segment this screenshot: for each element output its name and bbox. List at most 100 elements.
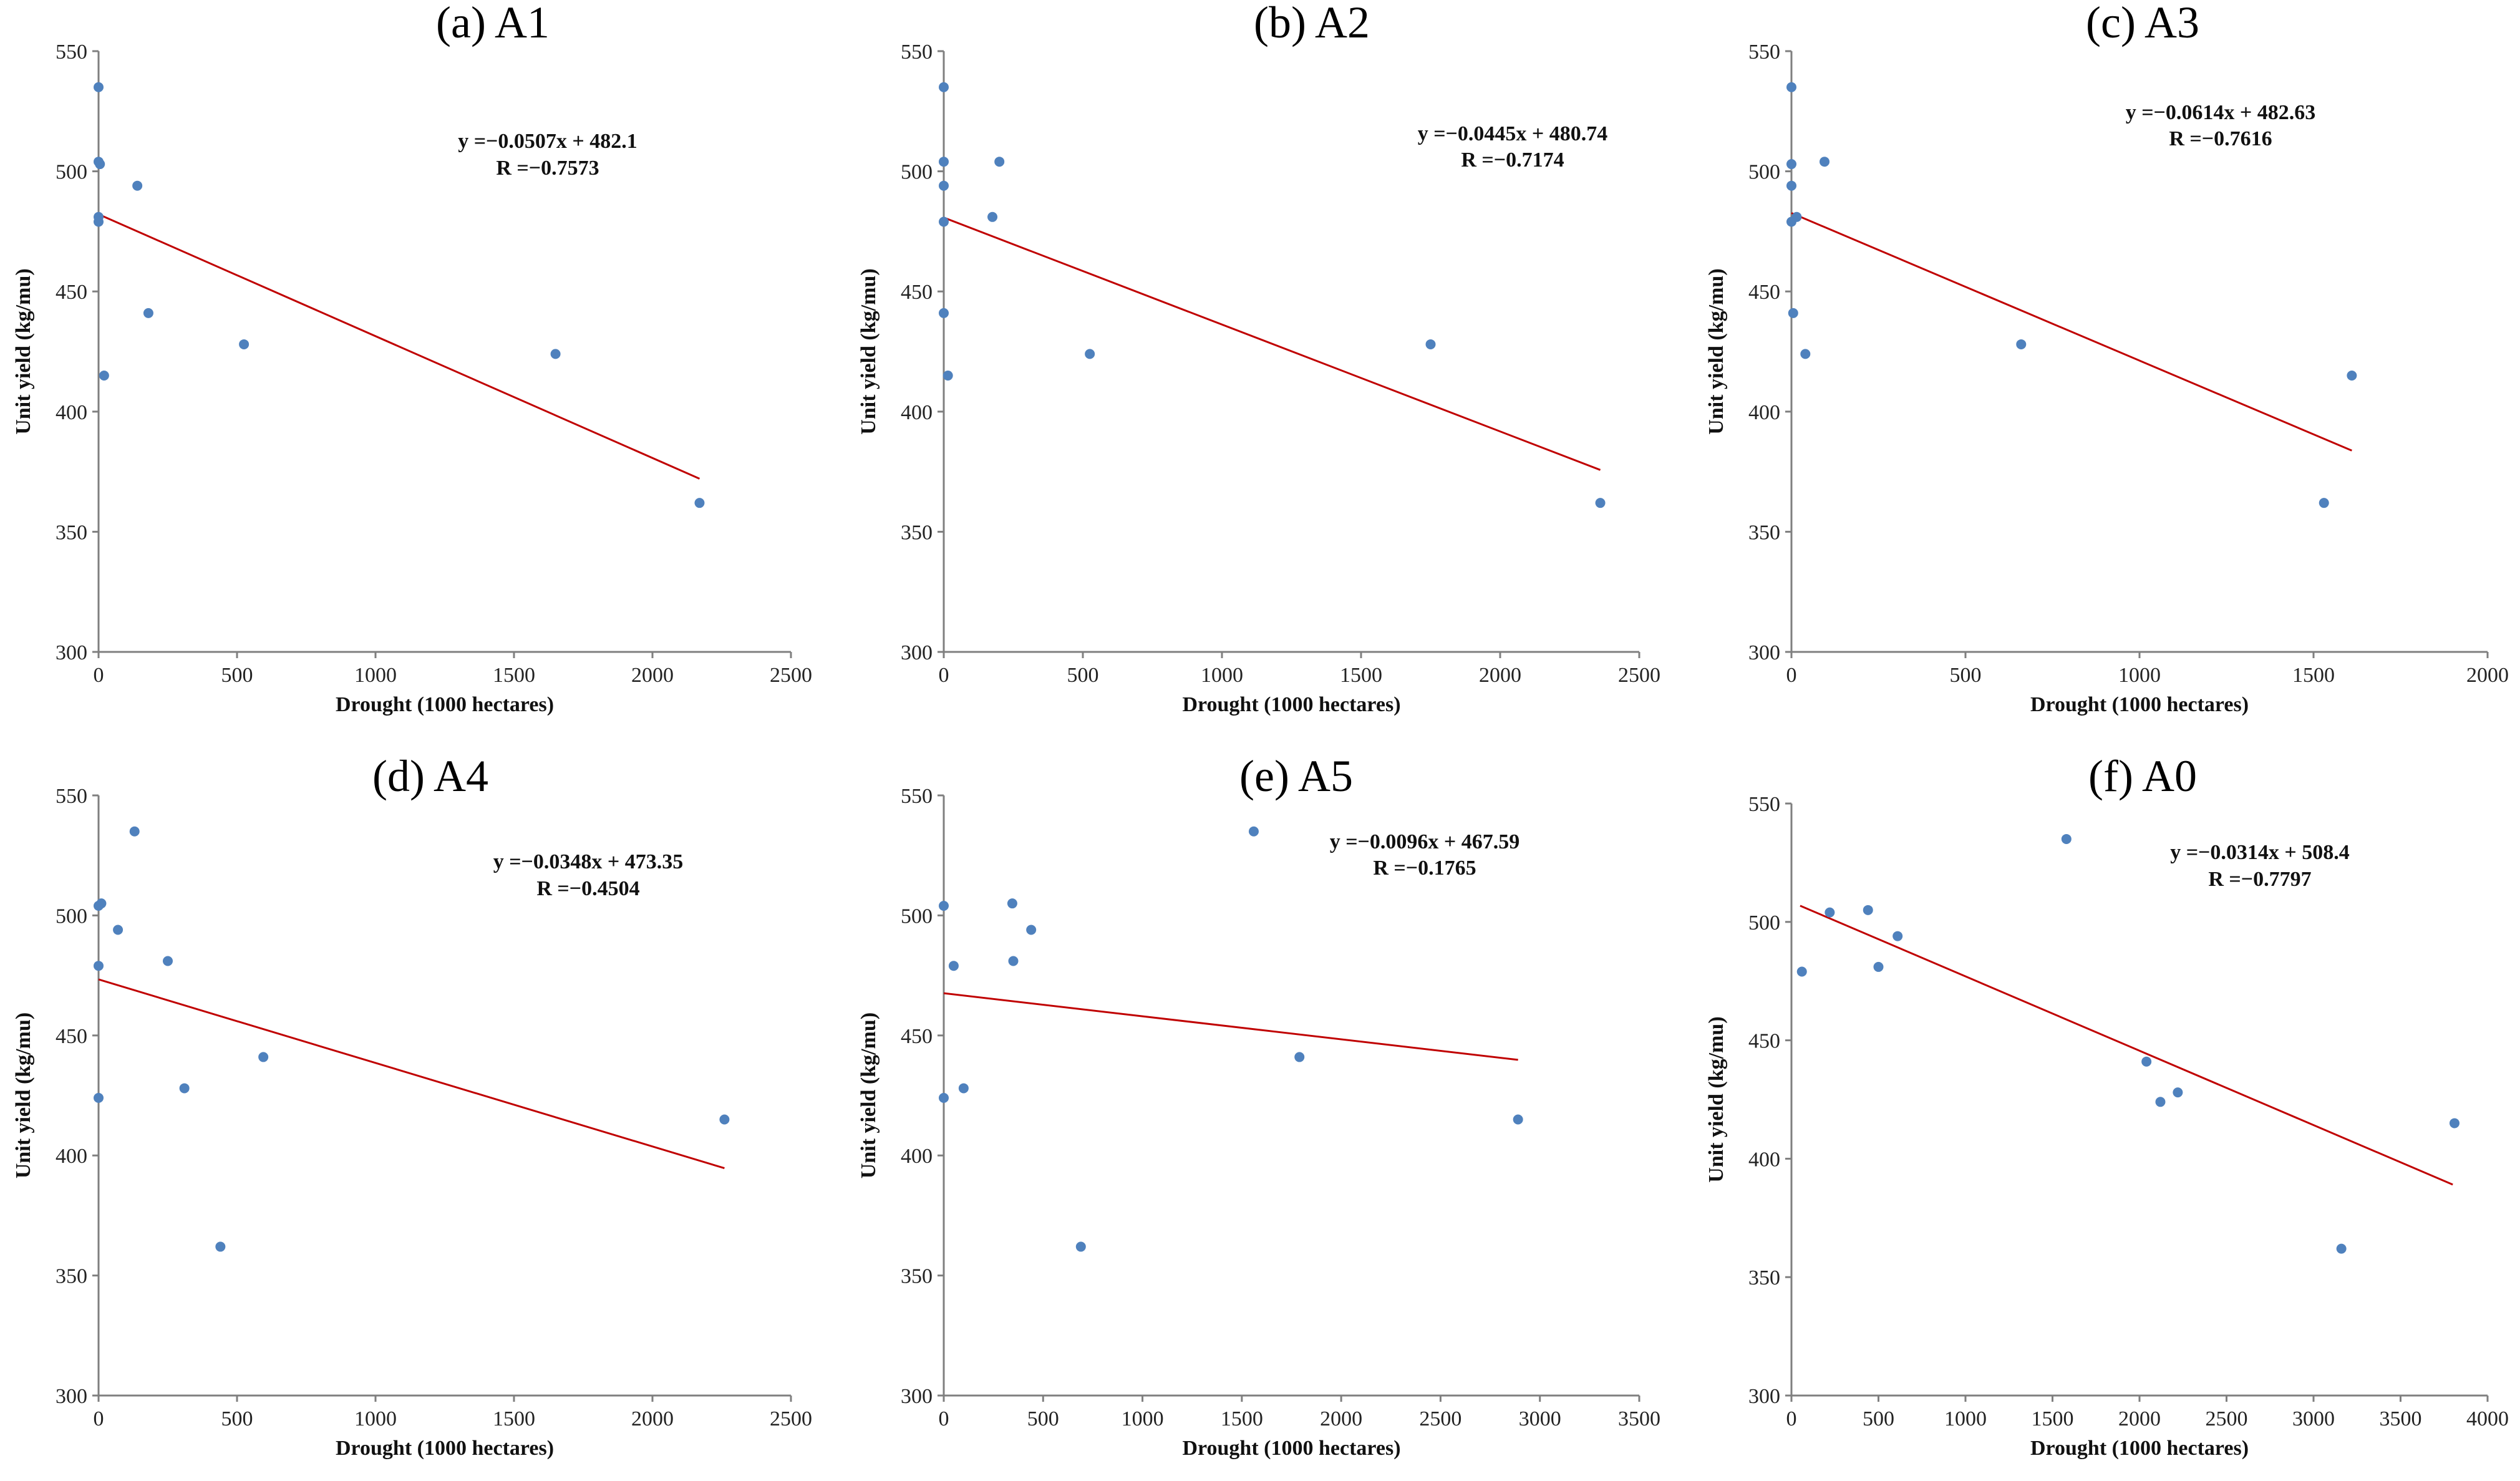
data-point bbox=[1595, 498, 1606, 508]
data-point bbox=[2173, 1087, 2183, 1098]
x-tick-label: 1000 bbox=[1201, 664, 1243, 687]
data-point bbox=[994, 157, 1005, 167]
data-point bbox=[939, 180, 949, 191]
data-point bbox=[258, 1052, 269, 1062]
data-point bbox=[94, 961, 104, 971]
data-point bbox=[1786, 159, 1796, 170]
y-tick-label: 500 bbox=[901, 905, 933, 928]
data-point bbox=[1788, 308, 1798, 318]
data-point bbox=[1248, 826, 1259, 837]
x-tick-label: 500 bbox=[1950, 664, 1982, 687]
y-tick-label: 350 bbox=[1748, 521, 1780, 544]
data-point bbox=[143, 308, 153, 318]
y-tick-label: 300 bbox=[901, 641, 933, 664]
y-tick-label: 500 bbox=[56, 161, 87, 184]
data-point bbox=[99, 371, 109, 381]
y-tick-label: 300 bbox=[56, 641, 87, 664]
correlation-label: R =−0.7797 bbox=[2208, 868, 2311, 891]
y-tick-label: 400 bbox=[901, 401, 933, 424]
x-tick-label: 0 bbox=[939, 664, 949, 687]
chart-panel-3: (c) A3 0 500 1000 1500 2000 300 350 400 450 500 550… bbox=[1705, 0, 2509, 716]
data-point bbox=[939, 82, 949, 92]
data-point bbox=[1425, 339, 1436, 349]
x-tick-label: 1500 bbox=[1340, 664, 1382, 687]
x-tick-label: 1500 bbox=[2292, 664, 2335, 687]
data-point bbox=[958, 1083, 969, 1094]
chart-panel-6: (f) A0 0 500 1000 1500 2000 2500 3000 3500 4000 30… bbox=[1705, 751, 2509, 1460]
x-tick-label: 3000 bbox=[2292, 1407, 2335, 1430]
y-axis-label: Unit yield (kg/mu) bbox=[12, 1012, 35, 1178]
regression-line bbox=[1791, 212, 2352, 452]
y-tick-label: 400 bbox=[56, 1145, 87, 1168]
data-point bbox=[719, 1114, 730, 1125]
data-point bbox=[943, 371, 953, 381]
y-tick-label: 350 bbox=[56, 1265, 87, 1288]
data-point bbox=[1820, 157, 1830, 167]
data-point bbox=[1294, 1052, 1305, 1062]
data-point bbox=[2449, 1118, 2459, 1129]
data-point bbox=[2061, 833, 2072, 844]
y-tick-label: 450 bbox=[1748, 1030, 1780, 1053]
chart-title: (f) A0 bbox=[2088, 751, 2197, 801]
data-point bbox=[939, 901, 949, 911]
y-tick-label: 500 bbox=[56, 905, 87, 928]
y-tick-label: 500 bbox=[1748, 911, 1780, 935]
x-tick-label: 2000 bbox=[1320, 1407, 1362, 1430]
data-point bbox=[550, 349, 561, 359]
x-tick-label: 0 bbox=[94, 664, 104, 687]
y-tick-label: 450 bbox=[56, 1025, 87, 1048]
x-tick-label: 3500 bbox=[1618, 1407, 1660, 1430]
x-axis-label: Drought (1000 hectares) bbox=[2030, 693, 2249, 716]
regression-equation: y =−0.0348x + 473.35 bbox=[493, 850, 684, 873]
y-tick-label: 550 bbox=[1748, 41, 1780, 64]
data-point bbox=[1873, 961, 1884, 972]
y-tick-label: 550 bbox=[901, 41, 933, 64]
data-point bbox=[2016, 339, 2027, 349]
data-point bbox=[215, 1241, 226, 1252]
data-point bbox=[1786, 180, 1796, 191]
chart-panel-2: (b) A2 0 500 1000 1500 2000 2500 300 350 400 450 50… bbox=[857, 0, 1660, 716]
x-tick-label: 500 bbox=[1863, 1407, 1894, 1430]
correlation-label: R =−0.1765 bbox=[1373, 857, 1476, 880]
y-tick-label: 400 bbox=[1748, 1148, 1780, 1171]
regression-line bbox=[943, 992, 1518, 1061]
chart-title: (c) A3 bbox=[2086, 0, 2199, 47]
x-tick-label: 1000 bbox=[1944, 1407, 1987, 1430]
x-tick-label: 3000 bbox=[1519, 1407, 1561, 1430]
x-axis-label: Drought (1000 hectares) bbox=[1182, 1437, 1400, 1460]
y-axis-label: Unit yield (kg/mu) bbox=[1705, 1016, 1728, 1182]
chart-panel-4: (d) A4 0 500 1000 1500 2000 2500 300 350 400 450 50… bbox=[12, 751, 812, 1460]
data-point bbox=[1007, 898, 1017, 909]
y-axis-label: Unit yield (kg/mu) bbox=[857, 1012, 880, 1178]
y-tick-label: 300 bbox=[1748, 1385, 1780, 1408]
data-point bbox=[1008, 956, 1019, 966]
data-point bbox=[939, 157, 949, 167]
y-tick-label: 550 bbox=[1748, 793, 1780, 816]
x-tick-label: 1000 bbox=[2118, 664, 2161, 687]
data-point bbox=[1085, 349, 1095, 359]
data-point bbox=[1513, 1114, 1523, 1125]
x-axis-label: Drought (1000 hectares) bbox=[336, 1437, 554, 1460]
data-point bbox=[95, 159, 105, 170]
chart-panel-5: (e) A5 0 500 1000 1500 2000 2500 3000 3500 300 350… bbox=[857, 751, 1660, 1460]
data-point bbox=[132, 180, 143, 191]
data-point bbox=[96, 898, 107, 909]
regression-equation: y =−0.0096x + 467.59 bbox=[1330, 830, 1520, 853]
x-tick-label: 2500 bbox=[1618, 664, 1660, 687]
data-point bbox=[987, 211, 998, 222]
y-tick-label: 300 bbox=[901, 1385, 933, 1408]
x-axis-label: Drought (1000 hectares) bbox=[1182, 693, 1400, 716]
y-tick-label: 450 bbox=[901, 281, 933, 304]
regression-line bbox=[1800, 905, 2453, 1186]
regression-equation: y =−0.0314x + 508.4 bbox=[2170, 841, 2350, 864]
data-point bbox=[2141, 1056, 2152, 1067]
x-axis-label: Drought (1000 hectares) bbox=[2030, 1437, 2249, 1460]
data-point bbox=[939, 1092, 949, 1103]
chart-title: (a) A1 bbox=[436, 0, 550, 47]
regression-equation: y =−0.0445x + 480.74 bbox=[1418, 122, 1608, 145]
chart-title: (d) A4 bbox=[372, 751, 488, 801]
data-point bbox=[94, 82, 104, 92]
x-tick-label: 0 bbox=[1786, 664, 1797, 687]
data-point bbox=[1026, 925, 1037, 935]
